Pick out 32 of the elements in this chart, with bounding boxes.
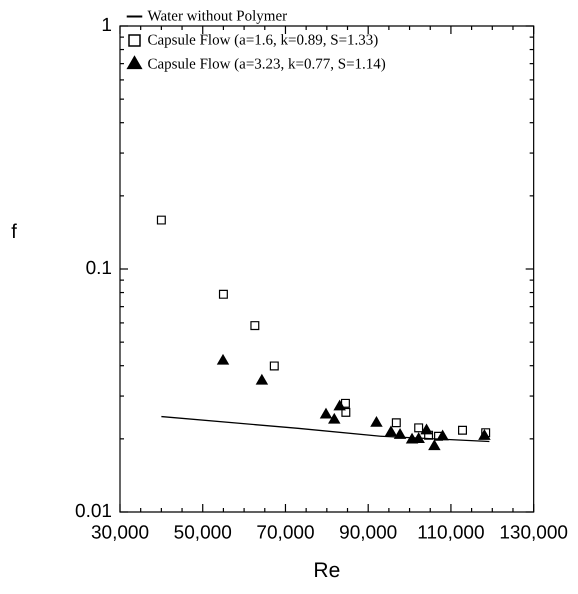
point xyxy=(217,354,229,365)
legend-label: Capsule Flow (a=3.23, k=0.77, S=1.14) xyxy=(148,56,386,72)
legend-label: Capsule Flow (a=1.6, k=0.89, S=1.33) xyxy=(148,32,378,48)
point xyxy=(414,423,424,432)
point xyxy=(428,440,440,450)
x-tick-label: 30,000 xyxy=(90,522,150,544)
point xyxy=(341,408,350,417)
point xyxy=(392,418,401,428)
y-tick-label: 1 xyxy=(101,15,112,36)
point xyxy=(320,408,332,418)
legend-label: Water without Polymer xyxy=(148,8,288,24)
y-tick-label: 0.1 xyxy=(86,258,112,280)
point xyxy=(156,216,166,225)
x-tick-label: 50,000 xyxy=(174,522,232,544)
point xyxy=(424,430,434,440)
x-tick-label: 110,000 xyxy=(417,522,485,544)
point xyxy=(385,426,397,436)
point xyxy=(270,361,279,370)
point xyxy=(328,413,340,424)
x-tick-label: 90,000 xyxy=(339,522,398,544)
point xyxy=(218,290,228,299)
point xyxy=(250,321,260,330)
x-tick-label: 70,000 xyxy=(256,522,315,544)
y-axis-title: f xyxy=(11,220,18,243)
point xyxy=(370,416,382,427)
x-axis-title: Re xyxy=(313,559,340,582)
point xyxy=(340,398,350,408)
x-tick-label: 130,000 xyxy=(499,522,568,544)
point xyxy=(256,374,268,385)
point xyxy=(458,426,467,435)
point xyxy=(434,432,444,441)
y-tick-label: 0.01 xyxy=(75,501,112,522)
